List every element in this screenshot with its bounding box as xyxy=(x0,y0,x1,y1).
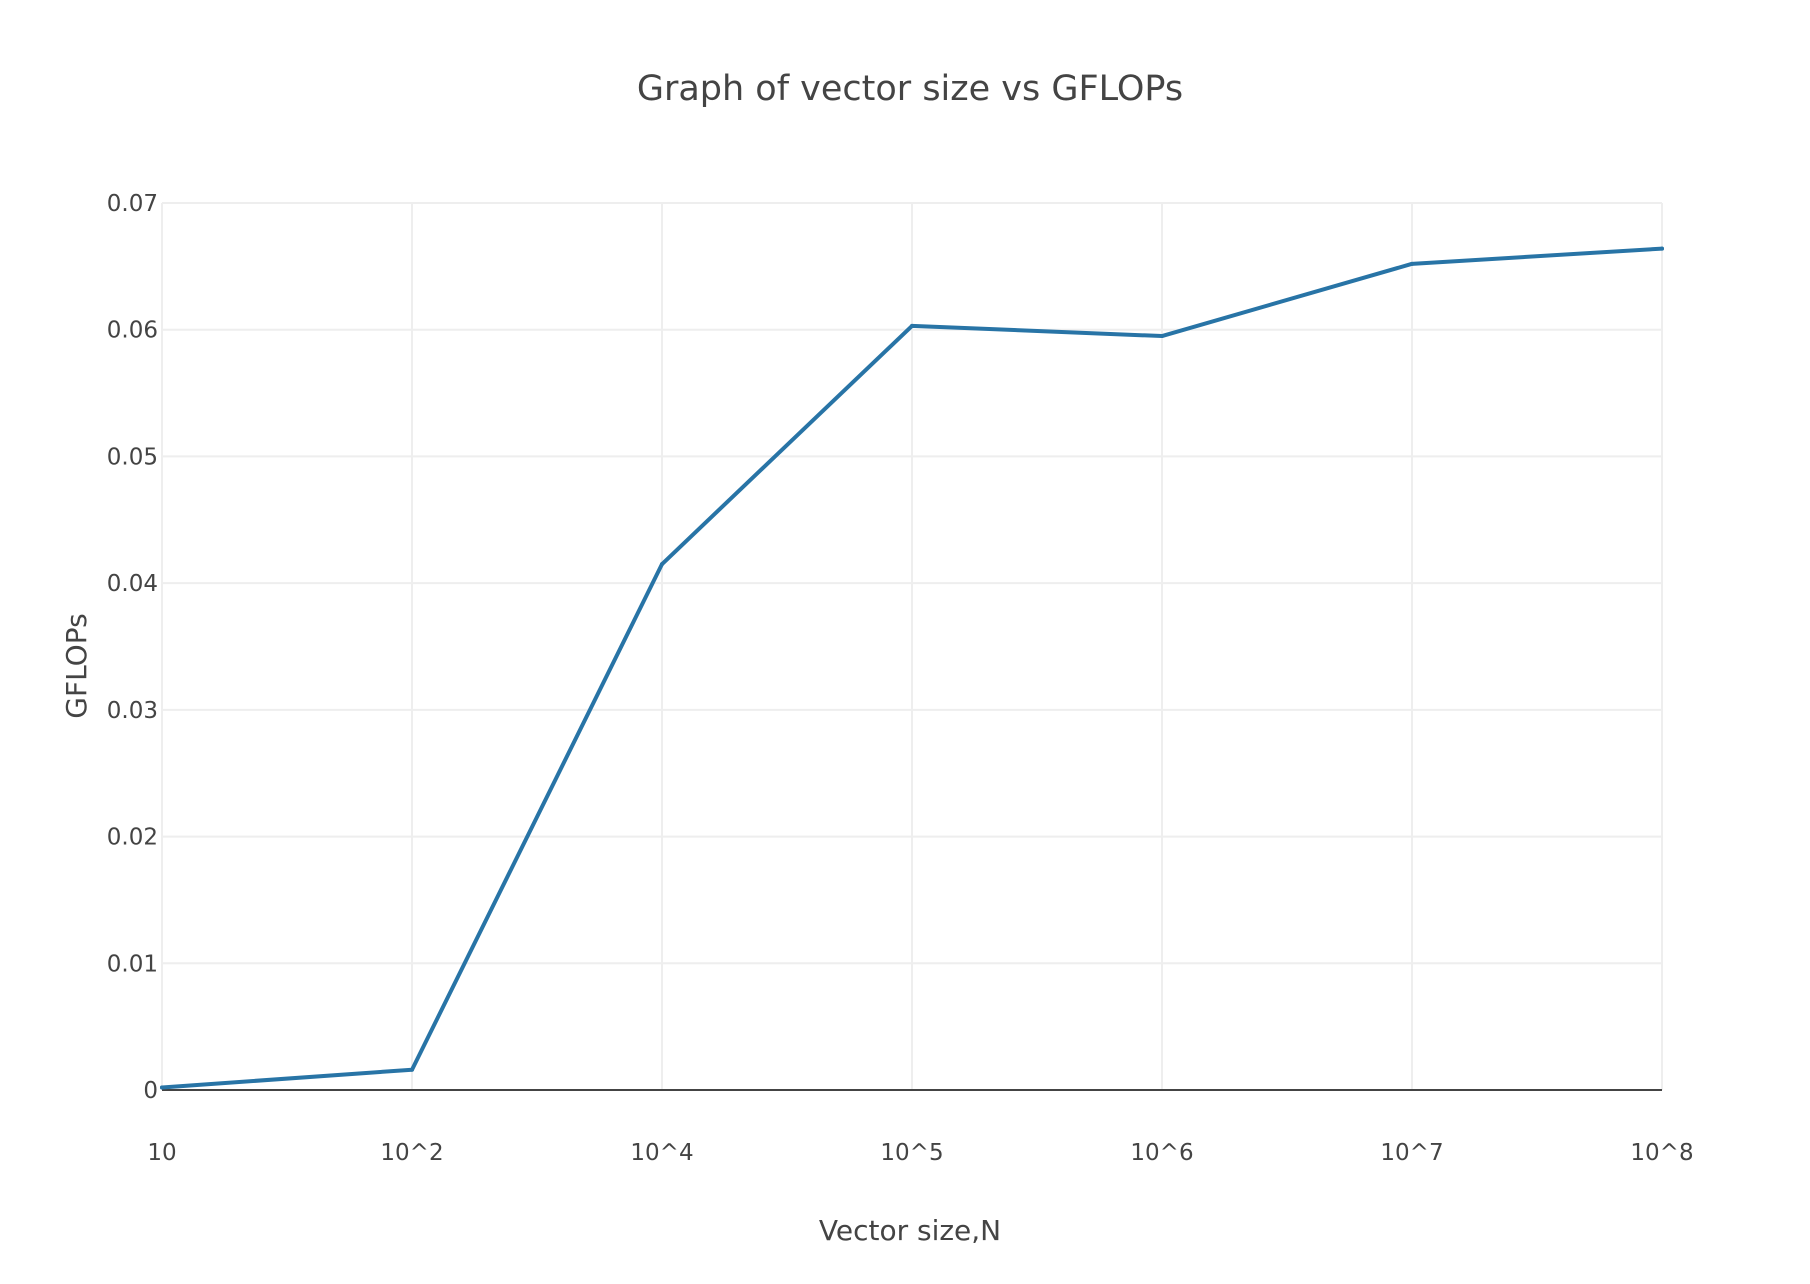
x-tick-label: 10^4 xyxy=(630,1140,693,1166)
data-point xyxy=(1410,261,1414,266)
y-tick-label: 0.07 xyxy=(107,191,158,217)
x-axis-title: Vector size,N xyxy=(819,1214,1001,1247)
y-tick-label: 0.01 xyxy=(107,951,158,977)
grid-lines xyxy=(161,202,1663,1091)
x-tick-label: 10^8 xyxy=(1630,1140,1693,1166)
y-tick-label: 0.04 xyxy=(107,571,158,597)
x-tick-label: 10^7 xyxy=(1380,1140,1443,1166)
y-tick-label: 0.02 xyxy=(107,825,158,851)
y-tick-label: 0.06 xyxy=(107,318,158,344)
data-point xyxy=(910,323,914,328)
data-point xyxy=(410,1067,414,1072)
data-point xyxy=(1660,246,1664,251)
y-tick-label: 0 xyxy=(143,1078,158,1104)
series-layer xyxy=(160,246,1664,1090)
data-point xyxy=(1160,334,1164,339)
y-axis-title: GFLOPs xyxy=(60,613,93,718)
x-tick-label: 10^5 xyxy=(880,1140,943,1166)
x-tick-label: 10^2 xyxy=(380,1140,443,1166)
x-axis-ticks: 10 10^2 10^4 10^5 10^6 10^7 10^8 xyxy=(147,1140,1693,1166)
data-point xyxy=(160,1085,164,1090)
y-axis-ticks: 0 0.01 0.02 0.03 0.04 0.05 0.06 0.07 xyxy=(107,191,158,1104)
y-tick-label: 0.03 xyxy=(107,698,158,724)
chart-title: Graph of vector size vs GFLOPs xyxy=(637,69,1183,109)
x-tick-label: 10^6 xyxy=(1130,1140,1193,1166)
data-point xyxy=(660,562,664,567)
x-tick-label: 10 xyxy=(147,1140,176,1166)
y-tick-label: 0.05 xyxy=(107,444,158,470)
